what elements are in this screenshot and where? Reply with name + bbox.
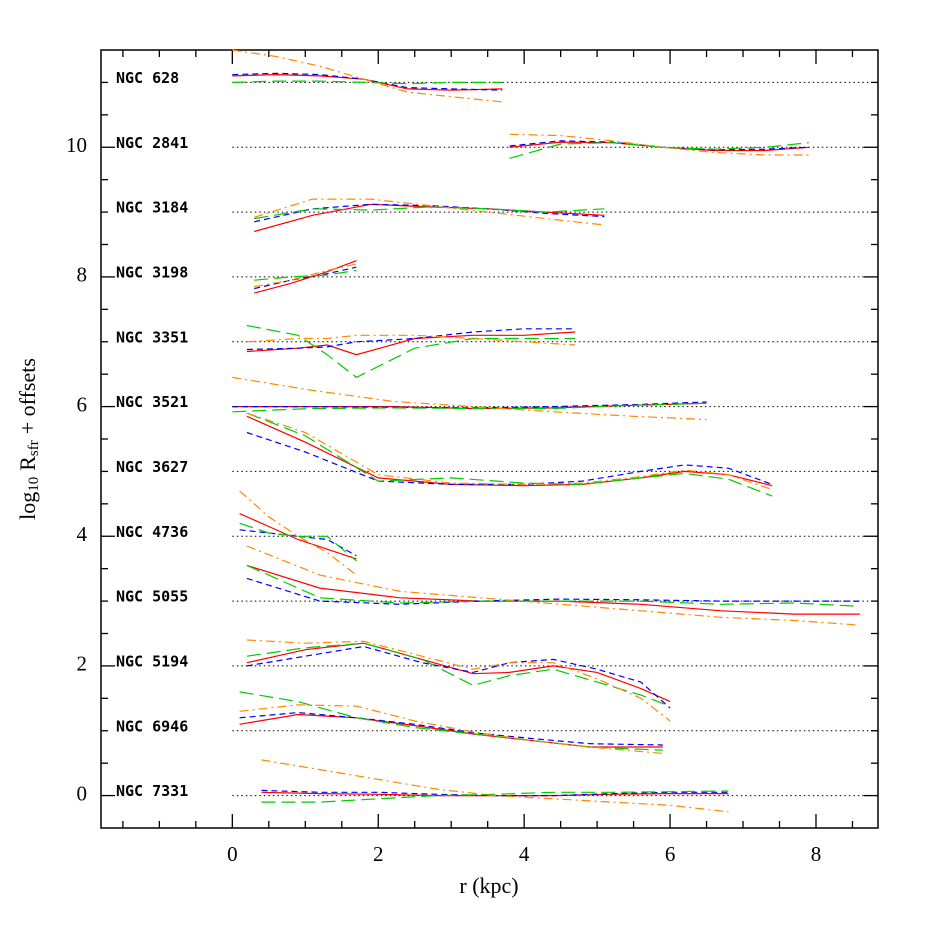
- galaxy-label: NGC 628: [116, 69, 179, 87]
- profile-line: [232, 376, 707, 421]
- y-tick-label: 0: [77, 781, 88, 805]
- profile-line: [254, 266, 357, 290]
- profile-line: [246, 564, 860, 607]
- y-label-part: log: [15, 492, 40, 520]
- profile-line: [246, 645, 671, 709]
- galaxy-label: NGC 3521: [116, 393, 188, 411]
- galaxy-label: NGC 5055: [116, 588, 188, 606]
- profile-line: [254, 269, 357, 281]
- profile-line: [509, 133, 809, 156]
- galaxy-label: NGC 3198: [116, 263, 188, 281]
- profile-line: [246, 431, 773, 485]
- profile-line: [246, 564, 860, 615]
- y-label-part: 10: [26, 477, 42, 492]
- profile-line: [239, 711, 663, 746]
- profile-line: [246, 642, 671, 707]
- profile-line: [232, 402, 707, 413]
- profile-line: [246, 415, 773, 487]
- profile-line: [509, 142, 809, 159]
- galaxy-label: NGC 2841: [116, 134, 188, 152]
- y-label-part: + offsets: [15, 358, 40, 434]
- plot-frame: [100, 49, 879, 829]
- y-tick-label: 8: [77, 263, 88, 287]
- profile-line: [239, 513, 357, 560]
- x-tick-label: 6: [665, 842, 676, 866]
- profile-line: [246, 642, 671, 703]
- galaxy-label: NGC 4736: [116, 523, 188, 541]
- profile-line: [239, 713, 663, 748]
- profile-line: [239, 691, 663, 751]
- profile-line: [254, 263, 357, 288]
- profile-line: [261, 759, 729, 813]
- y-tick-label: 6: [77, 392, 88, 416]
- profile-line: [254, 203, 605, 223]
- y-label-part: sfr: [26, 440, 42, 456]
- profile-line: [246, 324, 576, 379]
- y-label-part: R: [15, 456, 40, 471]
- galaxy-label: NGC 3184: [116, 199, 188, 217]
- y-tick-label: 10: [66, 133, 87, 157]
- x-tick-label: 2: [373, 842, 384, 866]
- profile-line: [232, 80, 503, 85]
- profile-line: [254, 206, 605, 220]
- profile-line: [254, 198, 605, 226]
- profile-line: [246, 412, 773, 491]
- profile-line: [246, 577, 860, 605]
- x-tick-label: 4: [519, 842, 530, 866]
- y-tick-label: 2: [77, 652, 88, 676]
- profile-line: [239, 704, 663, 754]
- galaxy-label: NGC 5194: [116, 652, 188, 670]
- profile-line: [261, 790, 729, 803]
- profile-line: [246, 334, 576, 346]
- profile-line: [246, 639, 671, 722]
- profile-line: [246, 328, 576, 351]
- y-axis-label: log10 Rsfr + offsets: [15, 358, 42, 520]
- profile-line: [246, 331, 576, 356]
- profile-line: [239, 490, 357, 576]
- galaxy-label: NGC 3351: [116, 328, 188, 346]
- profile-line: [239, 529, 357, 557]
- galaxy-label: NGC 6946: [116, 717, 188, 735]
- x-tick-label: 0: [227, 842, 238, 866]
- profile-line: [246, 412, 773, 497]
- galaxy-label: NGC 7331: [116, 782, 188, 800]
- profile-line: [232, 49, 503, 103]
- profile-line: [239, 522, 357, 562]
- y-tick-label: 4: [77, 522, 88, 546]
- profile-line: [254, 203, 605, 233]
- x-axis-label: r (kpc): [459, 873, 518, 898]
- galaxy-label: NGC 3627: [116, 458, 188, 476]
- x-tick-label: 8: [811, 842, 822, 866]
